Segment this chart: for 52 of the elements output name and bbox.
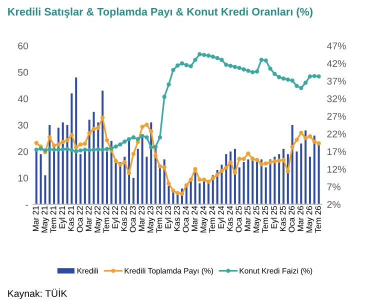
x-tick-label: Oca 22	[76, 206, 83, 232]
x-tick-label: May 26	[306, 206, 314, 232]
x-tick-label: May 25	[253, 206, 261, 232]
x-tick-label: Tem 25	[262, 206, 268, 233]
x-tick-label: Tem 24	[209, 206, 216, 233]
y2-tick-label: 7%	[327, 184, 340, 190]
x-tick-label: Eyl 23	[164, 206, 173, 228]
x-tick-label: Tem 22	[103, 206, 110, 233]
x-tick-label: Oca 23	[130, 206, 136, 232]
x-tick-label: May 21	[42, 206, 50, 232]
x-tick-label: Eyl 21	[58, 206, 67, 228]
x-tick-label: Tem 21	[50, 206, 56, 233]
y2-tick-label: 42%	[326, 60, 346, 67]
x-tick-label: Eyl 25	[270, 206, 279, 228]
x-tick-label: Mar 26	[297, 206, 304, 231]
x-tick-label: Eyl 24	[218, 206, 226, 228]
y2-tick-label: 32%	[327, 95, 346, 102]
x-tick-label: Oca 24	[182, 206, 189, 232]
x-tick-label: Mar 23	[138, 206, 145, 231]
y2-tick-label: 47%	[326, 42, 346, 50]
x-tick-label: Oca 26	[288, 206, 295, 232]
y-tick-label: 10	[18, 174, 28, 182]
y2-tick-label: 2%	[327, 201, 340, 208]
x-tick-label: Kas 25	[280, 206, 286, 231]
y-tick-label: 20	[18, 148, 28, 156]
x-tick-label: Eyl 22	[112, 206, 120, 228]
y-tick-label: 30	[18, 122, 28, 129]
x-tick-label: Oca 25	[236, 206, 242, 232]
x-tick-label: Tem 23	[156, 206, 162, 233]
x-tick-label: May 23	[147, 206, 156, 232]
x-tick-label: Mar 24	[192, 206, 198, 231]
y2-tick-label: 12%	[328, 166, 346, 173]
y-tick-label: -	[26, 204, 28, 206]
y2-tick-label: 22%	[327, 130, 346, 138]
x-tick-label: Tem 26	[315, 206, 322, 233]
x-tick-label: Kas 23	[174, 206, 180, 231]
x-tick-label: May 24	[200, 206, 208, 232]
x-tick-label: Kas 21	[68, 206, 74, 231]
x-tick-label: Mar 21	[32, 206, 39, 231]
x-tick-label: May 22	[94, 206, 102, 232]
y2-tick-label: 37%	[327, 78, 346, 85]
y2-tick-label: 17%	[328, 148, 346, 156]
x-tick-label: Kas 22	[120, 206, 127, 231]
y-tick-label: 50	[18, 68, 28, 76]
x-tick-label: Mar 22	[86, 206, 92, 231]
text: Kaynak: TÜİK	[8, 288, 68, 299]
chart-title: Kredili Satışlar & Toplamda Payı & Konut Kredi Oranları (%)	[8, 8, 312, 18]
y2-tick-label: 27%	[327, 112, 346, 120]
y-tick-label: 60	[18, 42, 28, 50]
y-tick-label: 40	[18, 95, 28, 102]
x-tick-label: Mar 25	[244, 206, 250, 231]
x-tick-label: Kas 24	[226, 206, 233, 231]
